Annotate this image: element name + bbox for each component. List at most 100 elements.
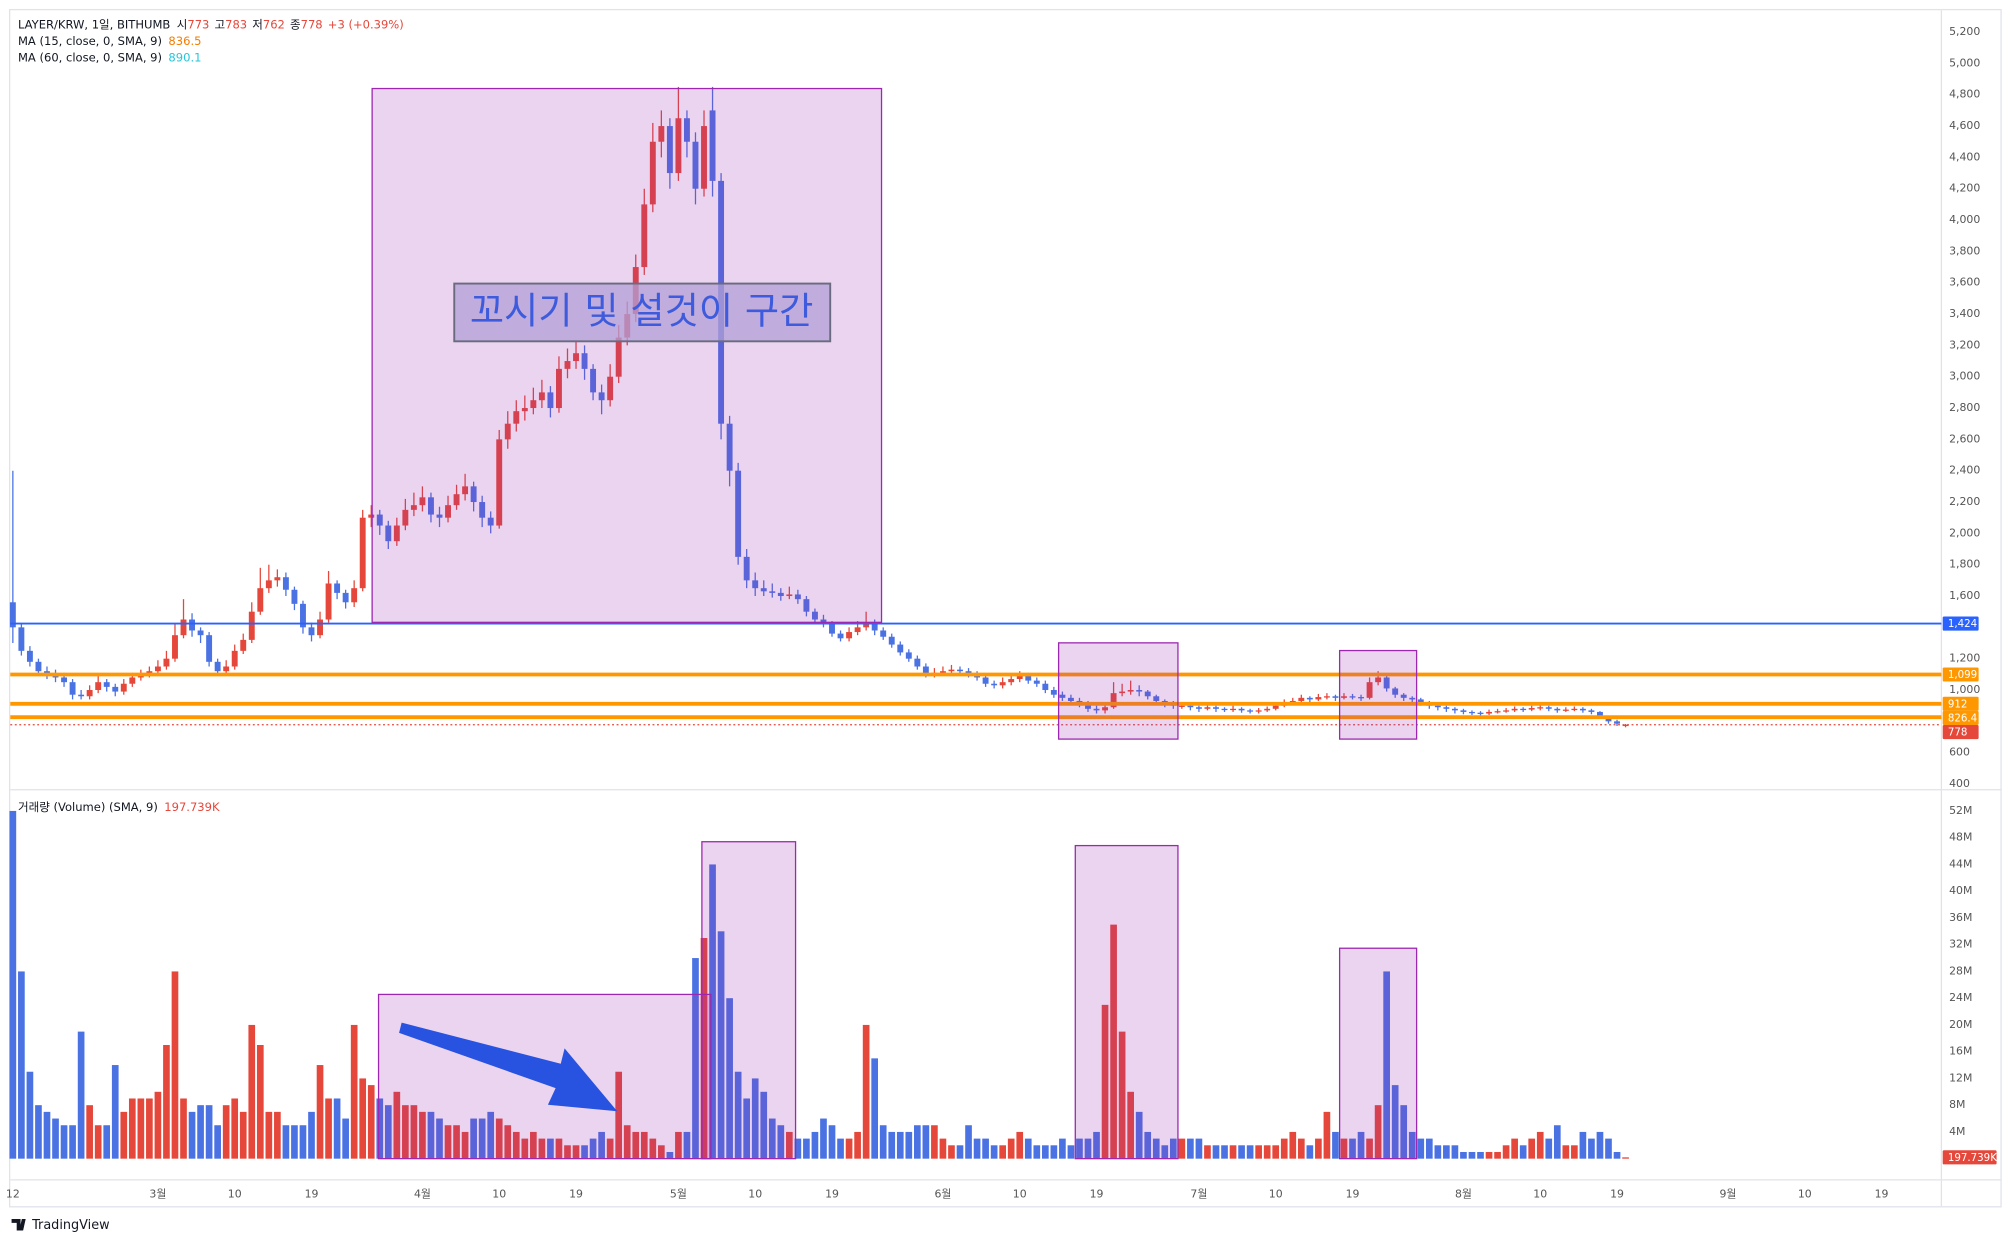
volume-name: 거래량 (Volume) (SMA, 9) [18, 800, 158, 814]
volume-bar [333, 1098, 341, 1159]
volume-tick-label: 44M [1949, 857, 1972, 870]
volume-bar [615, 1071, 623, 1159]
volume-bar [854, 1131, 861, 1159]
candle-body [1358, 697, 1364, 699]
candle-body [1579, 708, 1586, 711]
price-tag [1942, 667, 1979, 682]
volume-bar [658, 1145, 665, 1159]
volume-bar [598, 1131, 605, 1159]
volume-bar [461, 1131, 469, 1159]
y-tick-label: 1,200 [1949, 652, 1980, 665]
candle-body [1272, 705, 1279, 709]
candle-body [359, 517, 366, 589]
candle-body [240, 639, 247, 651]
volume-bar [1204, 1145, 1211, 1159]
candle-body [1230, 708, 1237, 711]
indicator-name: MA (60, close, 0, SMA, 9) [18, 50, 162, 64]
volume-bar [274, 1111, 281, 1159]
candle-body [1016, 675, 1023, 680]
candle-body [120, 683, 127, 692]
candle-body [445, 505, 451, 518]
volume-bar [1323, 1111, 1331, 1159]
volume-bar [717, 931, 725, 1159]
volume-bar [666, 1151, 674, 1159]
marks: 5,200 5,000 4,800 4,600 4,400 4,200 4,000 3,800… [6, 25, 1997, 1201]
candle-body [957, 669, 963, 672]
candle-body [1306, 697, 1313, 700]
candle-body [777, 592, 784, 597]
y-tick-label: 2,000 [1949, 526, 1980, 539]
candle-body [1238, 708, 1245, 711]
volume-bar [939, 1138, 947, 1159]
volume-bar [1511, 1138, 1518, 1159]
price-tag [1942, 724, 1979, 740]
volume-bar [470, 1118, 477, 1159]
candle-body [692, 141, 699, 189]
candle-body [547, 392, 554, 409]
candle-body [829, 624, 835, 634]
volume-bar [564, 1145, 571, 1159]
candle-body [368, 514, 375, 518]
volume-bar [197, 1105, 204, 1159]
candle-body [556, 368, 562, 409]
volume-bar [188, 1111, 196, 1159]
x-tick-label: 8월 [1455, 1188, 1472, 1201]
candle-body [86, 690, 93, 697]
candle-body [939, 671, 946, 673]
volume-bar [1178, 1138, 1186, 1159]
volume-bar [1152, 1138, 1160, 1159]
candle-body [854, 627, 861, 633]
candle-body [1144, 691, 1151, 697]
volume-bar [649, 1138, 657, 1159]
candle-body [982, 677, 989, 684]
candle-body [18, 627, 25, 651]
candle-body [1400, 694, 1407, 698]
candle-body [1033, 680, 1040, 684]
candle-body [470, 486, 477, 503]
y-tick-label: 2,400 [1949, 464, 1980, 477]
volume-bar [69, 1125, 76, 1159]
volume-bar [922, 1125, 930, 1159]
volume-bar [316, 1065, 324, 1159]
volume-bar [700, 937, 708, 1159]
volume-bar [1169, 1138, 1177, 1159]
candle-body [189, 619, 195, 631]
volume-bar [786, 1131, 793, 1159]
candle-body [1486, 711, 1492, 714]
volume-bar [1408, 1131, 1416, 1159]
volume-bar [18, 971, 25, 1159]
candle-body [1008, 679, 1015, 683]
volume-bar [623, 1125, 631, 1159]
candle-body [393, 525, 400, 542]
symbol: LAYER/KRW, 1일, BITHUMB [18, 17, 170, 31]
y-tick-label: 600 [1949, 746, 1970, 759]
y-tick-label: 3,800 [1949, 244, 1980, 257]
highlight-box [1057, 642, 1179, 740]
volume-bar [103, 1125, 111, 1159]
candle-body [1409, 697, 1416, 700]
candle-body [1127, 690, 1134, 692]
volume-bar [538, 1138, 546, 1159]
candle-body [103, 682, 110, 687]
volume-bar [1272, 1145, 1280, 1159]
candle-body [223, 666, 230, 672]
y-tick-label: 4,000 [1949, 213, 1980, 226]
x-tick-label: 19 [305, 1188, 319, 1201]
volume-bar [367, 1085, 375, 1159]
volume-tick-label: 40M [1949, 884, 1972, 897]
ohlc-value: 773 [187, 17, 209, 31]
candle-body [743, 556, 750, 581]
candle-body [308, 627, 315, 636]
volume-bar [675, 1131, 682, 1159]
candle-body [402, 509, 409, 526]
x-tick-label: 10 [492, 1188, 506, 1201]
candle-body [351, 588, 358, 603]
candle-body [154, 666, 161, 672]
candle-body [479, 502, 486, 518]
candle-body [1366, 682, 1373, 698]
candle-body [1264, 708, 1271, 711]
candle-body [871, 624, 878, 631]
volume-bar [299, 1125, 307, 1159]
volume-bar [888, 1131, 896, 1159]
x-tick-label: 19 [1090, 1188, 1104, 1201]
